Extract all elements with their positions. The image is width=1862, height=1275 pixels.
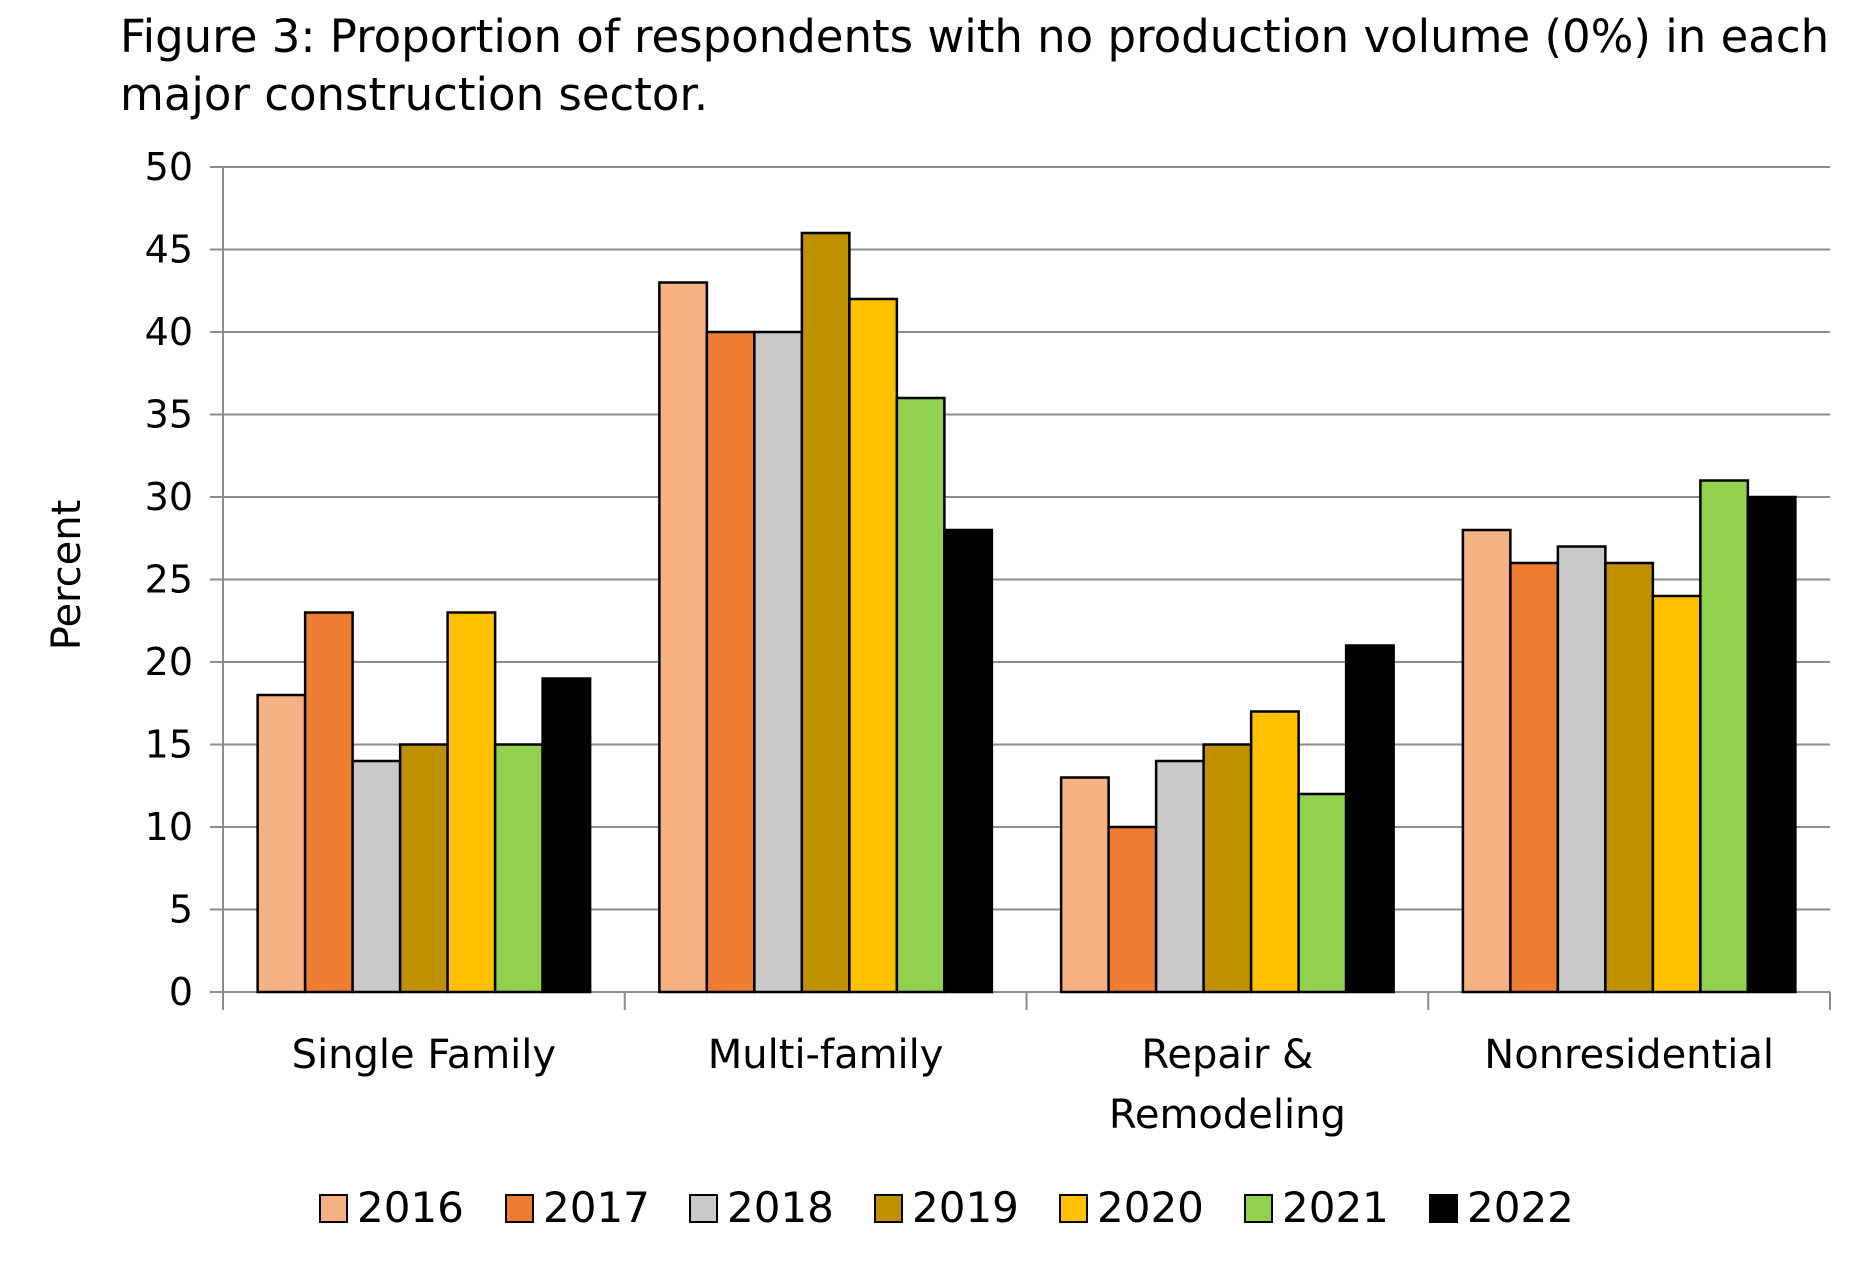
bar-2019-1 bbox=[800, 231, 851, 994]
bar-2017-0 bbox=[303, 611, 354, 994]
bar-2016-3 bbox=[1461, 528, 1512, 994]
bar-2018-3 bbox=[1556, 545, 1607, 994]
bar-2022-3 bbox=[1746, 495, 1797, 994]
y-tick-label: 25 bbox=[145, 558, 193, 602]
y-tick-label: 30 bbox=[145, 475, 193, 519]
x-category-label: Repair & bbox=[1141, 1032, 1313, 1078]
legend: 2016 2017 2018 2019 2020 2021 2022 bbox=[319, 1183, 1574, 1232]
legend-swatch-2016 bbox=[319, 1194, 348, 1223]
legend-label-2021: 2021 bbox=[1282, 1183, 1389, 1232]
legend-label-2020: 2020 bbox=[1097, 1183, 1204, 1232]
bars bbox=[256, 231, 1797, 994]
bar-2019-3 bbox=[1604, 561, 1655, 994]
chart-title: Figure 3: Proportion of respondents with… bbox=[120, 10, 1830, 121]
bar-2019-0 bbox=[398, 743, 449, 994]
x-category-label: Single Family bbox=[292, 1032, 556, 1078]
y-tick-label: 40 bbox=[145, 310, 193, 354]
bar-2020-3 bbox=[1651, 594, 1702, 994]
legend-label-2022: 2022 bbox=[1467, 1183, 1574, 1232]
bar-2021-0 bbox=[493, 743, 544, 994]
bar-2022-1 bbox=[943, 528, 994, 994]
legend-label-2016: 2016 bbox=[357, 1183, 464, 1232]
legend-swatch-2021 bbox=[1244, 1194, 1273, 1223]
y-tick-label: 35 bbox=[145, 393, 193, 437]
y-tick-label: 45 bbox=[145, 228, 193, 272]
legend-swatch-2019 bbox=[874, 1194, 903, 1223]
y-axis-title: Percent bbox=[44, 500, 90, 651]
legend-swatch-2018 bbox=[689, 1194, 718, 1223]
legend-label-2018: 2018 bbox=[727, 1183, 834, 1232]
bar-2016-0 bbox=[256, 693, 307, 994]
y-tick-label: 10 bbox=[145, 805, 193, 849]
legend-swatch-2022 bbox=[1429, 1194, 1458, 1223]
y-tick-label: 20 bbox=[145, 640, 193, 684]
legend-label-2017: 2017 bbox=[543, 1183, 650, 1232]
x-category-label: Multi-family bbox=[708, 1032, 944, 1078]
bar-2017-2 bbox=[1107, 825, 1158, 994]
legend-label-2019: 2019 bbox=[912, 1183, 1019, 1232]
bar-2017-3 bbox=[1509, 561, 1560, 994]
bar-2018-1 bbox=[753, 330, 804, 994]
x-category-label: Remodeling bbox=[1109, 1092, 1346, 1138]
bar-2020-2 bbox=[1249, 710, 1300, 994]
bar-2016-2 bbox=[1059, 776, 1110, 994]
legend-swatch-2017 bbox=[505, 1194, 534, 1223]
bar-2019-2 bbox=[1202, 743, 1253, 994]
x-category-label: Nonresidential bbox=[1484, 1032, 1774, 1078]
y-tick-label: 15 bbox=[145, 723, 193, 767]
bar-2021-3 bbox=[1699, 479, 1750, 994]
bar-2018-0 bbox=[351, 759, 402, 994]
y-tick-label: 50 bbox=[145, 145, 193, 189]
bar-2016-1 bbox=[658, 281, 709, 994]
labels: 0 5 10 15 20 25 30 35 40 45 50 Single Family Multi-f… bbox=[145, 145, 1774, 1138]
legend-swatch-2020 bbox=[1059, 1194, 1088, 1223]
bar-2018-2 bbox=[1154, 759, 1205, 994]
bar-2021-2 bbox=[1297, 792, 1348, 994]
y-tick-label: 5 bbox=[169, 888, 193, 932]
bar-2022-2 bbox=[1344, 644, 1395, 994]
bar-2020-1 bbox=[848, 297, 899, 994]
y-tick-label: 0 bbox=[169, 970, 193, 1014]
bar-2020-0 bbox=[446, 611, 497, 994]
bar-2021-1 bbox=[895, 396, 946, 994]
bar-2017-1 bbox=[705, 330, 756, 994]
bar-2022-0 bbox=[541, 677, 592, 994]
